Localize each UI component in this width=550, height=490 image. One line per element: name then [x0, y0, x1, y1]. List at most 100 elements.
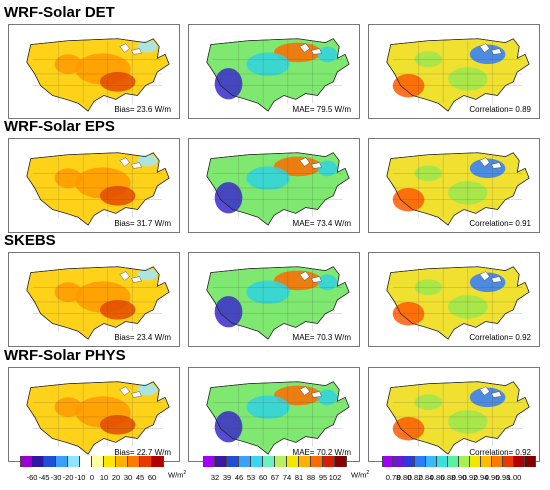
colorbar-segment [481, 456, 492, 467]
field-patch [246, 52, 290, 76]
colorbar-tick-label: 81 [294, 473, 304, 482]
map-panel-mae: MAE= 70.2 W/m [188, 367, 360, 462]
row-title-phys: WRF-Solar PHYS [4, 347, 126, 364]
mae-stat: MAE= 70.3 W/m [292, 333, 351, 342]
field-patch [54, 168, 83, 188]
colorbar-tick-label: 45 [135, 473, 145, 482]
field-patch [246, 395, 290, 419]
map-panel-correlation: Correlation= 0.92 [368, 367, 540, 462]
state-borders [212, 268, 343, 332]
colorbar-tick-label: 0.96 [484, 473, 500, 482]
colorbar-segment [415, 456, 426, 467]
colorbar-tick-label: 0.78 [385, 473, 401, 482]
great-lakes [299, 157, 322, 169]
us-map [9, 139, 179, 232]
state-borders [212, 383, 343, 447]
mae-stat: MAE= 79.5 W/m [292, 105, 351, 114]
colorbar-segment [92, 456, 104, 467]
colorbar-tick-label: 0.80 [396, 473, 412, 482]
colorbar-segment [140, 456, 152, 467]
map-panel-bias: Bias= 23.6 W/m [8, 24, 180, 119]
map-panel-correlation: Correlation= 0.91 [368, 138, 540, 233]
colorbar-segment [116, 456, 128, 467]
correlation-stat: Correlation= 0.89 [469, 105, 531, 114]
field-patch [317, 274, 338, 291]
colorbar-segment [56, 456, 68, 467]
colorbar-segment [525, 456, 536, 467]
bias-stat: Bias= 31.7 W/m [114, 219, 171, 228]
field-patch [246, 166, 290, 190]
field-patch [214, 68, 243, 100]
colorbar-segment [393, 456, 404, 467]
colorbar-segment [335, 456, 347, 467]
colorbar-segment [299, 456, 311, 467]
colorbar-tick-label: 20 [111, 473, 121, 482]
us-map [189, 25, 359, 118]
mae-stat: MAE= 70.2 W/m [292, 448, 351, 457]
us-map [369, 368, 539, 461]
colorbar-segment [80, 456, 92, 467]
colorbar-tick-label: 0.82 [407, 473, 423, 482]
field-patch [137, 383, 158, 396]
field-patch [274, 385, 322, 406]
colorbar-segment [404, 456, 415, 467]
colorbar-tick-label: 30 [123, 473, 133, 482]
colorbar-segment [227, 456, 239, 467]
colorbar-segment [287, 456, 299, 467]
colorbar-segment [323, 456, 335, 467]
field-patch [99, 299, 136, 320]
colorbar-tick-label: 0.94 [473, 473, 489, 482]
colorbar-segment [311, 456, 323, 467]
map-panel-mae: MAE= 73.4 W/m [188, 138, 360, 233]
colorbar-tick-label: 60 [147, 473, 157, 482]
bias-stat: Bias= 23.6 W/m [114, 105, 171, 114]
colorbar-segment [68, 456, 80, 467]
map-panel-bias: Bias= 31.7 W/m [8, 138, 180, 233]
row-title-det: WRF-Solar DET [4, 4, 115, 21]
great-lakes [299, 271, 322, 283]
us-map [369, 139, 539, 232]
colorbar-tick-label: 0.98 [495, 473, 511, 482]
colorbar-segment [503, 456, 514, 467]
colorbar-tick-label: 0 [89, 473, 95, 482]
bias-stat: Bias= 22.7 W/m [114, 448, 171, 457]
us-map [189, 139, 359, 232]
us-map [9, 253, 179, 346]
colorbar-segment [437, 456, 448, 467]
field-patch [246, 280, 290, 304]
field-patch [99, 71, 136, 92]
mae-stat: MAE= 73.4 W/m [292, 219, 351, 228]
colorbar-segment [514, 456, 525, 467]
colorbar-tick-label: 67 [270, 473, 280, 482]
state-borders [32, 40, 163, 104]
colorbar-segment [459, 456, 470, 467]
mae-colorbar-unit: W/m2 [351, 470, 370, 480]
correlation-colorbar [382, 456, 536, 467]
colorbar-segment [239, 456, 251, 467]
colorbar-segment [32, 456, 44, 467]
great-lakes [479, 271, 502, 283]
colorbar-tick-label: 53 [246, 473, 256, 482]
colorbar-tick-label: 74 [282, 473, 292, 482]
row-title-eps: WRF-Solar EPS [4, 118, 115, 135]
map-panel-bias: Bias= 22.7 W/m [8, 367, 180, 462]
colorbar-tick-label: 0.86 [429, 473, 445, 482]
colorbar-segment [263, 456, 275, 467]
colorbar-segment [470, 456, 481, 467]
field-patch [99, 185, 136, 206]
colorbar-tick-label: 95 [318, 473, 328, 482]
colorbar-tick-label: 1.00 [506, 473, 522, 482]
colorbar-segment [448, 456, 459, 467]
colorbar-tick-label: 39 [222, 473, 232, 482]
state-borders [32, 383, 163, 447]
great-lakes [299, 43, 322, 55]
field-patch [317, 160, 338, 177]
field-patch [54, 397, 83, 417]
us-map [9, 25, 179, 118]
great-lakes [119, 157, 142, 169]
field-patch [137, 154, 158, 167]
map-panel-bias: Bias= 23.4 W/m [8, 252, 180, 347]
field-patch [137, 268, 158, 281]
colorbar-segment [104, 456, 116, 467]
us-map [189, 368, 359, 461]
